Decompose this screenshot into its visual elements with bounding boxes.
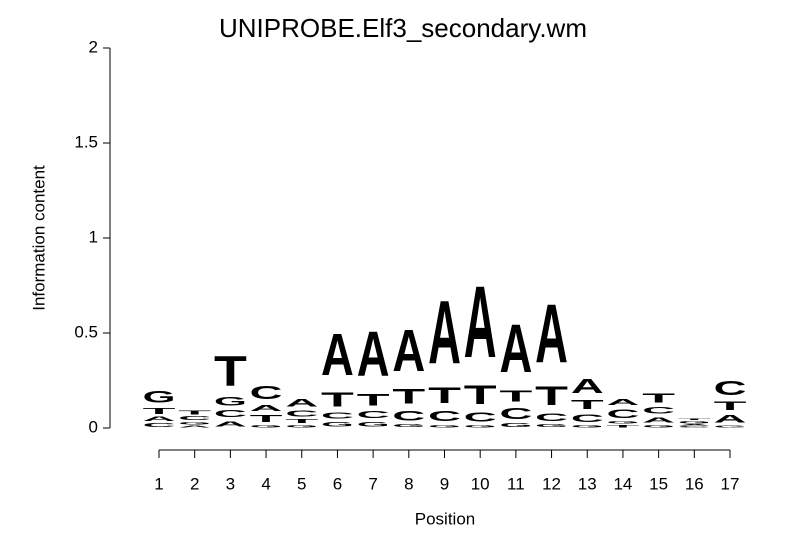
logo-letter: C xyxy=(571,412,604,424)
logo-letter: A xyxy=(607,397,640,407)
logo-letter: C xyxy=(250,383,283,403)
logo-letter: G xyxy=(428,424,461,428)
logo-letter: T xyxy=(714,400,747,413)
logo-letter: C xyxy=(714,377,747,400)
logo-letter: T xyxy=(392,384,425,408)
logo-letter: A xyxy=(143,416,176,423)
logo-letter: G xyxy=(499,422,532,428)
logo-letter: C xyxy=(321,411,354,421)
logo-letter: A xyxy=(464,265,497,379)
logo-letter: T xyxy=(607,424,640,428)
logo-letter: A xyxy=(642,415,675,424)
y-tick-label: 1 xyxy=(89,227,98,246)
logo-letter: G xyxy=(178,421,211,425)
logo-letter: G xyxy=(642,424,675,428)
logo-letter: C xyxy=(607,407,640,420)
x-tick-label: 10 xyxy=(471,474,490,493)
x-tick-label: 4 xyxy=(261,474,270,493)
logo-letter: T xyxy=(678,419,711,421)
chart-title: UNIPROBE.Elf3_secondary.wm xyxy=(219,13,587,43)
logo-letter: T xyxy=(357,390,390,409)
logo-letter: G xyxy=(535,423,568,428)
logo-letter: A xyxy=(321,322,354,388)
logo-letter: T xyxy=(250,413,283,424)
logo-letter: G xyxy=(143,387,176,406)
logo-letter: A xyxy=(714,413,747,425)
x-tick-label: 12 xyxy=(542,474,561,493)
logo-letter: G xyxy=(714,425,747,428)
x-tick-label: 9 xyxy=(440,474,449,493)
x-tick-label: 3 xyxy=(226,474,235,493)
x-tick-label: 11 xyxy=(507,474,525,493)
logo-letter: A xyxy=(214,419,247,428)
logo-letter: A xyxy=(678,424,711,426)
x-tick-label: 8 xyxy=(404,474,413,493)
logo-letter: T xyxy=(571,398,604,412)
logo-letter: T xyxy=(143,406,177,415)
logo-letter: A xyxy=(250,403,283,413)
logo-letter: G xyxy=(571,424,604,428)
logo-letter: C xyxy=(535,411,568,423)
y-axis-label: Information content xyxy=(29,165,48,311)
logo-letter: T xyxy=(535,381,568,412)
logo-letter: A xyxy=(285,397,318,409)
logo-letter: C xyxy=(464,410,497,424)
x-tick-label: 16 xyxy=(685,474,704,493)
logo-letter: A xyxy=(535,288,568,381)
logo-letter: G xyxy=(250,424,283,428)
x-tick-label: 2 xyxy=(190,474,199,493)
x-tick-label: 17 xyxy=(721,474,740,493)
x-tick-label: 7 xyxy=(368,474,377,493)
logo-letter: G xyxy=(678,421,711,425)
logo-letter: G xyxy=(392,423,425,428)
logo-letter: C xyxy=(499,405,532,422)
y-tick-label: 0 xyxy=(89,417,98,436)
logo-letter: A xyxy=(178,425,211,428)
logo-letter: T xyxy=(464,380,497,411)
x-tick-label: 1 xyxy=(154,474,163,493)
logo-letter: T xyxy=(285,419,318,425)
logo-letter: C xyxy=(143,422,176,428)
logo-letter: T xyxy=(178,410,211,416)
logo-letter: T xyxy=(214,348,247,395)
logo-letter: G xyxy=(464,424,497,428)
logo-letter: T xyxy=(642,391,675,405)
x-tick-label: 13 xyxy=(578,474,597,493)
logo-letter: G xyxy=(607,421,640,425)
logo-letter: A xyxy=(392,318,425,384)
x-axis-label: Position xyxy=(415,509,475,528)
logo-letter: C xyxy=(642,405,675,416)
y-tick-label: 2 xyxy=(89,37,98,56)
logo-letter: T xyxy=(428,383,461,408)
x-tick-label: 15 xyxy=(649,474,668,493)
logo-letter: A xyxy=(571,375,604,398)
logo-letter: G xyxy=(357,421,390,428)
logo-letter: C xyxy=(428,408,461,424)
logo-letter: C xyxy=(214,408,247,419)
logo-letter: G xyxy=(321,421,354,428)
logo-letter: C xyxy=(178,416,211,422)
logo-letter: C xyxy=(678,426,711,428)
logo-letter: G xyxy=(285,424,318,428)
y-tick-label: 1.5 xyxy=(74,132,98,151)
x-tick-label: 6 xyxy=(333,474,342,493)
x-tick-label: 5 xyxy=(297,474,306,493)
x-tick-label: 14 xyxy=(613,474,632,493)
logo-letter: A xyxy=(357,318,390,390)
logo-letter: A xyxy=(428,284,461,384)
y-tick-label: 0.5 xyxy=(74,322,98,341)
logo-letter: T xyxy=(499,387,532,405)
logo-letter: C xyxy=(392,409,425,424)
logo-letter: A xyxy=(499,311,532,388)
logo-letter: C xyxy=(285,409,318,419)
logo-letter: C xyxy=(357,409,390,420)
logo-letter: T xyxy=(321,388,354,411)
logo-letter: G xyxy=(214,395,247,408)
